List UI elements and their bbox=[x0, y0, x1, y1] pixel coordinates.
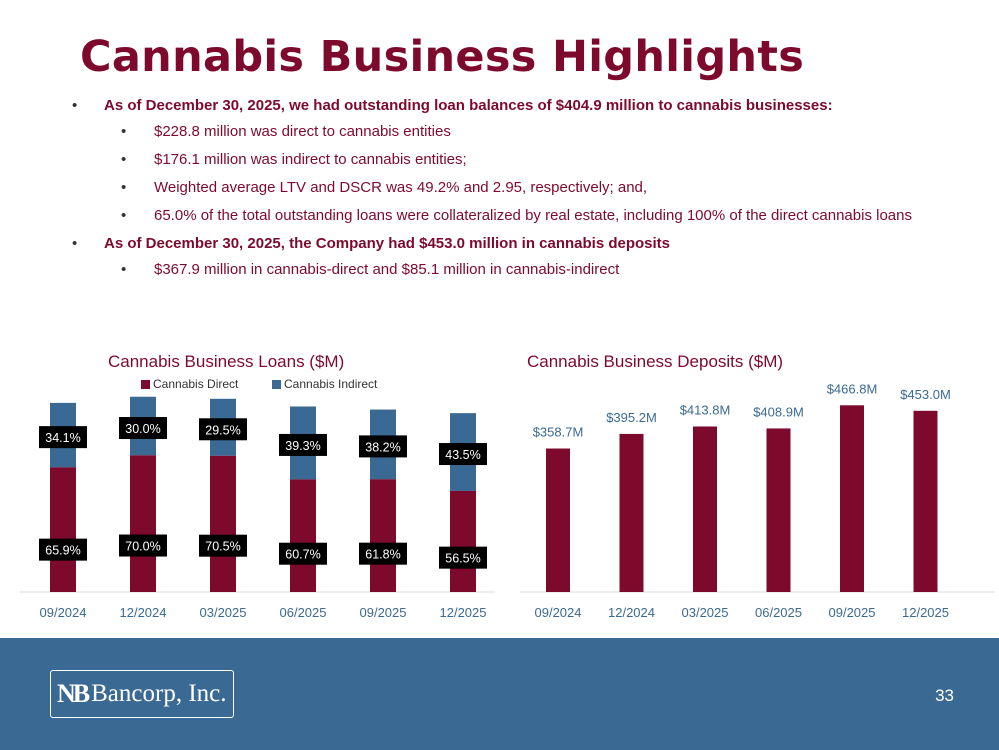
label-box-direct bbox=[279, 542, 327, 565]
logo-name: Bancorp, Inc. bbox=[91, 680, 227, 707]
x-tick-label: 12/2024 bbox=[120, 605, 167, 620]
bar-deposits bbox=[619, 433, 644, 592]
x-tick-label: 03/2025 bbox=[682, 605, 729, 620]
x-tick-label: 09/2025 bbox=[829, 605, 876, 620]
bullet-dot: • bbox=[72, 97, 78, 114]
bar-deposits bbox=[840, 405, 864, 592]
data-label-indirect: 38.2% bbox=[365, 440, 400, 454]
legend-label-indirect: Cannabis Indirect bbox=[284, 377, 378, 391]
data-label-indirect: 30.0% bbox=[125, 422, 160, 436]
label-box-direct bbox=[39, 538, 87, 561]
x-tick-label: 12/2025 bbox=[440, 605, 487, 620]
data-label-indirect: 43.5% bbox=[445, 448, 480, 462]
x-tick-label: 03/2025 bbox=[200, 605, 247, 620]
page-number: 33 bbox=[935, 686, 954, 705]
x-tick-label: 09/2024 bbox=[40, 605, 87, 620]
label-box-indirect bbox=[359, 435, 407, 458]
bar-direct bbox=[50, 467, 76, 592]
label-box-indirect bbox=[119, 417, 167, 440]
bar-deposits bbox=[546, 448, 570, 592]
label-box-direct bbox=[439, 546, 487, 569]
footer-bar: NB Bancorp, Inc. 33 bbox=[0, 638, 999, 750]
bullet-loans-text: As of December 30, 2025, we had outstand… bbox=[104, 97, 833, 114]
bar-direct bbox=[450, 490, 476, 592]
sub-bullet: • 65.0% of the total outstanding loans we… bbox=[121, 207, 912, 224]
logo-mark: NB bbox=[57, 679, 90, 708]
bar-direct bbox=[290, 479, 316, 592]
deposits-chart-title: Cannabis Business Deposits ($M) bbox=[527, 352, 784, 371]
bar-direct bbox=[210, 455, 236, 592]
data-label-indirect: 29.5% bbox=[205, 423, 240, 437]
data-label-deposits: $413.8M bbox=[680, 402, 731, 417]
data-label-direct: 61.8% bbox=[365, 548, 400, 562]
x-tick-label: 12/2025 bbox=[902, 605, 949, 620]
bullet-loans: • As of December 30, 2025, we had outsta… bbox=[64, 96, 944, 116]
x-tick-label: 12/2024 bbox=[608, 605, 655, 620]
data-label-deposits: $358.7M bbox=[533, 425, 584, 440]
data-label-direct: 56.5% bbox=[445, 552, 480, 566]
bullet-deposits-text: As of December 30, 2025, the Company had… bbox=[104, 235, 671, 252]
data-label-direct: 65.9% bbox=[45, 544, 80, 558]
data-label-direct: 60.7% bbox=[285, 548, 320, 562]
sub-bullet: • $176.1 million was indirect to cannabis… bbox=[121, 151, 467, 168]
sub-bullet: • Weighted average LTV and DSCR was 49.2%… bbox=[121, 179, 648, 196]
label-box-direct bbox=[359, 542, 407, 565]
x-tick-label: 09/2025 bbox=[360, 605, 407, 620]
bar-deposits bbox=[766, 428, 791, 592]
bar-deposits bbox=[693, 426, 717, 592]
data-label-direct: 70.0% bbox=[125, 540, 160, 554]
label-box-indirect bbox=[279, 433, 327, 456]
legend-label-direct: Cannabis Direct bbox=[153, 377, 239, 391]
label-box-indirect bbox=[39, 426, 87, 449]
data-label-deposits: $395.2M bbox=[606, 410, 657, 425]
bullet-deposits: • As of December 30, 2025, the Company h… bbox=[64, 234, 944, 254]
data-label-deposits: $408.9M bbox=[753, 404, 804, 419]
company-logo: NB Bancorp, Inc. bbox=[50, 670, 234, 718]
sub-bullet-text: 65.0% of the total outstanding loans wer… bbox=[154, 207, 912, 224]
sub-bullet: • $228.8 million was direct to cannabis e… bbox=[121, 123, 451, 140]
bullet-dot: • bbox=[72, 235, 78, 252]
data-label-deposits: $466.8M bbox=[827, 381, 878, 396]
bar-deposits bbox=[913, 410, 938, 592]
data-label-deposits: $453.0M bbox=[900, 387, 951, 402]
sub-bullet-text: Weighted average LTV and DSCR was 49.2% … bbox=[154, 179, 648, 196]
highlights-list: • As of December 30, 2025, we had outsta… bbox=[64, 96, 944, 288]
deposits-chart: $358.7M 09/2024 $395.2M 12/2024 $413.8M 03/20… bbox=[520, 381, 995, 620]
loans-chart-title: Cannabis Business Loans ($M) bbox=[108, 352, 345, 371]
label-box-indirect bbox=[439, 443, 487, 466]
sub-bullet-text: $367.9 million in cannabis-direct and $8… bbox=[154, 261, 620, 278]
sub-bullet: • $367.9 million in cannabis-direct and $… bbox=[121, 261, 620, 278]
data-label-direct: 70.5% bbox=[205, 540, 240, 554]
label-box-direct bbox=[199, 534, 247, 557]
x-tick-label: 09/2024 bbox=[535, 605, 582, 620]
bar-direct bbox=[370, 479, 396, 592]
bar-direct bbox=[130, 455, 156, 592]
sub-bullet-text: $176.1 million was indirect to cannabis … bbox=[154, 151, 467, 168]
data-label-indirect: 39.3% bbox=[285, 439, 320, 453]
label-box-indirect bbox=[199, 418, 247, 441]
legend-swatch-indirect bbox=[272, 380, 281, 389]
legend-swatch-direct bbox=[141, 380, 150, 389]
data-label-indirect: 34.1% bbox=[45, 431, 80, 445]
loans-chart: Cannabis Direct Cannabis Indirect 34.1% 65.… bbox=[20, 377, 495, 620]
x-tick-label: 06/2025 bbox=[280, 605, 327, 620]
page-title: Cannabis Business Highlights bbox=[80, 32, 805, 82]
x-tick-label: 06/2025 bbox=[755, 605, 802, 620]
sub-bullet-text: $228.8 million was direct to cannabis en… bbox=[154, 123, 451, 140]
label-box-direct bbox=[119, 534, 167, 557]
